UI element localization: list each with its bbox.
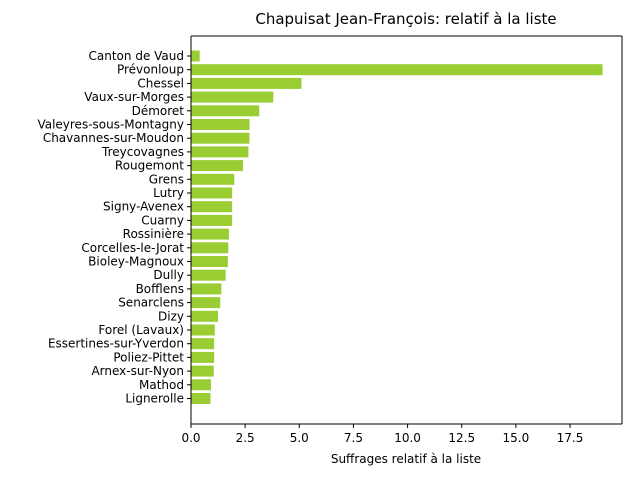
bar-4: [191, 105, 260, 117]
y-tick-label-0: Canton de Vaud: [89, 49, 184, 63]
bar-25: [191, 393, 211, 404]
y-tick-label-5: Valeyres-sous-Montagny: [37, 118, 184, 132]
bar-7: [191, 146, 249, 158]
y-tick-label-7: Treycovagnes: [101, 145, 184, 159]
bar-22: [191, 351, 215, 363]
bar-0: [191, 50, 200, 62]
y-tick-label-18: Senarclens: [118, 296, 184, 310]
bar-19: [191, 310, 219, 322]
bar-9: [191, 173, 235, 185]
y-tick-label-11: Signy-Avenex: [103, 200, 184, 214]
y-tick-label-4: Démoret: [132, 104, 185, 118]
y-tick-label-21: Essertines-sur-Yverdon: [48, 337, 184, 351]
y-tick-label-6: Chavannes-sur-Moudon: [43, 131, 184, 145]
bar-14: [191, 242, 229, 254]
bars-group: [191, 50, 603, 404]
y-tick-label-12: Cuarny: [141, 213, 184, 227]
y-tick-label-2: Chessel: [137, 76, 184, 90]
bar-23: [191, 365, 214, 377]
x-tick-label-4: 10.0: [394, 431, 421, 445]
x-tick-label-5: 12.5: [448, 431, 475, 445]
bar-17: [191, 283, 222, 295]
y-tick-label-8: Rougemont: [115, 159, 184, 173]
y-tick-label-15: Bioley-Magnoux: [88, 255, 184, 269]
y-tick-label-3: Vaux-sur-Morges: [84, 90, 184, 104]
x-tick-label-3: 7.5: [344, 431, 363, 445]
bar-20: [191, 324, 215, 336]
y-tick-label-14: Corcelles-le-Jorat: [81, 241, 184, 255]
x-tick-label-6: 15.0: [503, 431, 530, 445]
y-axis-ticks: Canton de VaudPrévonloupChesselVaux-sur-…: [37, 49, 191, 406]
bar-11: [191, 201, 233, 213]
x-axis-ticks: 0.0 2.5 5.0 7.5 10.0 12.5 15.0 17.5: [181, 424, 583, 445]
y-tick-label-16: Dully: [153, 268, 184, 282]
bar-5: [191, 119, 250, 130]
bar-21: [191, 338, 215, 350]
bar-3: [191, 91, 274, 103]
bar-1: [191, 64, 603, 76]
x-axis-label: Suffrages relatif à la liste: [331, 452, 481, 466]
bar-12: [191, 214, 233, 226]
y-tick-label-10: Lutry: [153, 186, 184, 200]
y-tick-label-13: Rossinière: [123, 227, 184, 241]
bar-24: [191, 379, 211, 391]
y-tick-label-9: Grens: [149, 172, 184, 186]
bar-10: [191, 187, 233, 199]
y-tick-label-24: Mathod: [139, 378, 184, 392]
y-tick-label-17: Bofflens: [136, 282, 184, 296]
bar-13: [191, 228, 229, 240]
y-tick-label-25: Lignerolle: [125, 392, 184, 406]
bar-2: [191, 77, 302, 89]
y-tick-label-19: Dizy: [158, 309, 184, 323]
chart-title: Chapuisat Jean-François: relatif à la li…: [255, 10, 556, 28]
x-tick-label-2: 5.0: [290, 431, 309, 445]
y-tick-label-23: Arnex-sur-Nyon: [91, 364, 184, 378]
x-tick-label-7: 17.5: [557, 431, 584, 445]
bar-15: [191, 256, 228, 267]
x-tick-label-1: 2.5: [236, 431, 255, 445]
bar-18: [191, 297, 221, 309]
x-tick-label-0: 0.0: [181, 431, 200, 445]
y-tick-label-20: Forel (Lavaux): [98, 323, 184, 337]
y-tick-label-1: Prévonloup: [117, 63, 184, 77]
y-tick-label-22: Poliez-Pittet: [113, 350, 184, 364]
bar-16: [191, 269, 226, 281]
bar-8: [191, 160, 243, 172]
bar-6: [191, 132, 250, 144]
